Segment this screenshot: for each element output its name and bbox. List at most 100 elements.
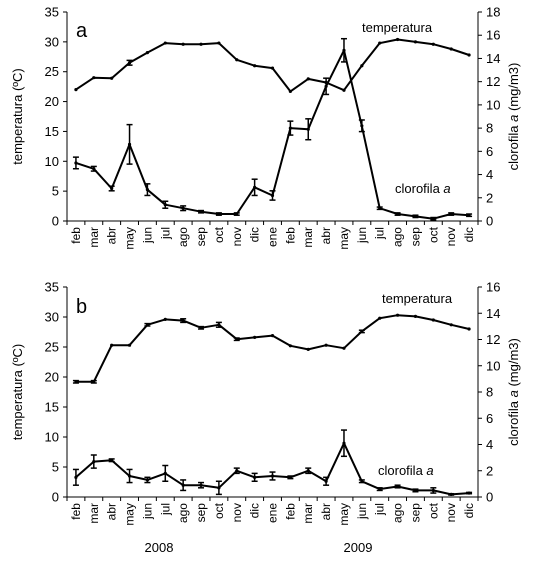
left-axis-title: temperatura (ºC) (10, 344, 25, 441)
data-point (270, 474, 275, 478)
data-point (110, 76, 114, 80)
data-point (181, 42, 185, 46)
x-tick-label: ago (391, 503, 405, 523)
data-point (253, 335, 257, 339)
x-tick-label: dic (462, 503, 476, 518)
data-point (288, 89, 292, 94)
right-axis-title: clorofila a (mg/m3) (506, 63, 521, 171)
left-tick-label: 0 (52, 214, 59, 229)
data-point (163, 41, 167, 45)
x-tick-label: jun (355, 503, 369, 520)
x-tick-label: nov (444, 503, 458, 522)
data-point (199, 210, 203, 214)
data-point (395, 484, 400, 489)
data-point (431, 488, 435, 493)
series-temperatura (74, 37, 471, 94)
data-point (92, 459, 96, 464)
x-tick-label: mar (301, 503, 315, 524)
x-tick-label: jun (355, 227, 369, 244)
x-tick-label: dic (462, 227, 476, 242)
right-tick-label: 4 (486, 167, 493, 182)
data-point (360, 64, 364, 68)
data-point (467, 53, 471, 57)
data-point (288, 475, 292, 479)
right-tick-label: 4 (486, 437, 493, 452)
data-point (360, 124, 364, 128)
data-point (306, 347, 310, 351)
data-point (270, 334, 275, 338)
x-tick-label: dic (248, 503, 262, 518)
left-tick-label: 20 (45, 370, 59, 385)
x-tick-label: oct (426, 502, 440, 519)
data-point (342, 88, 346, 92)
series-line (75, 314, 470, 383)
panel-label: a (76, 20, 88, 42)
data-point (217, 212, 221, 216)
data-point (431, 318, 435, 322)
right-tick-label: 10 (486, 97, 500, 112)
data-point (92, 380, 96, 384)
data-point (235, 337, 239, 341)
data-point (145, 478, 150, 482)
x-tick-label: jun (140, 503, 154, 520)
data-point (163, 203, 167, 207)
data-point (74, 380, 78, 384)
data-point (110, 186, 114, 191)
x-tick-label: ago (176, 503, 190, 523)
right-tick-label: 8 (486, 121, 493, 136)
data-point (395, 212, 400, 216)
x-tick-label: ago (176, 227, 190, 247)
x-tick-label: jun (140, 227, 154, 244)
left-tick-label: 10 (45, 430, 59, 445)
left-tick-label: 20 (45, 94, 59, 109)
data-point (324, 479, 328, 483)
x-tick-label: abr (105, 227, 119, 244)
x-tick-label: ene (266, 227, 280, 247)
data-point (199, 483, 203, 487)
right-tick-label: 6 (486, 144, 493, 159)
panel-label: b (76, 296, 87, 318)
data-point (92, 76, 96, 80)
x-tick-label: sep (194, 227, 208, 247)
left-tick-label: 5 (52, 184, 59, 199)
x-tick-label: nov (444, 227, 458, 246)
left-tick-label: 5 (52, 460, 59, 475)
data-point (181, 319, 185, 323)
left-tick-label: 35 (45, 280, 59, 295)
data-point (431, 42, 435, 46)
x-tick-label: feb (69, 503, 83, 520)
right-tick-label: 16 (486, 28, 500, 43)
data-point (324, 84, 328, 88)
data-point (181, 206, 185, 210)
right-tick-label: 16 (486, 280, 500, 295)
right-axis-title: clorofila a (mg/m3) (506, 338, 521, 446)
data-point (306, 127, 310, 131)
right-tick-label: 8 (486, 385, 493, 400)
left-tick-label: 15 (45, 124, 59, 139)
right-tick-label: 14 (486, 306, 500, 321)
left-tick-label: 10 (45, 154, 59, 169)
x-tick-label: may (337, 227, 351, 250)
right-tick-label: 6 (486, 411, 493, 426)
left-tick-label: 30 (45, 34, 59, 49)
x-tick-label: mar (87, 503, 101, 524)
left-axis-title: temperatura (ºC) (10, 68, 25, 165)
data-point (199, 326, 203, 330)
right-tick-label: 10 (486, 358, 500, 373)
data-point (235, 58, 239, 62)
x-tick-label: may (123, 503, 137, 526)
x-tick-label: dic (248, 227, 262, 242)
data-point (449, 323, 453, 327)
data-point (360, 479, 364, 483)
year-label: 2009 (344, 540, 373, 555)
x-tick-label: may (337, 503, 351, 526)
series-label-clorofila: clorofila a (378, 463, 434, 478)
data-point (127, 474, 132, 478)
data-point (449, 47, 453, 51)
x-tick-label: sep (194, 503, 208, 523)
data-point (217, 41, 221, 45)
x-tick-label: may (123, 227, 137, 250)
right-tick-label: 12 (486, 74, 500, 89)
data-point (110, 458, 114, 462)
data-point (235, 469, 239, 473)
